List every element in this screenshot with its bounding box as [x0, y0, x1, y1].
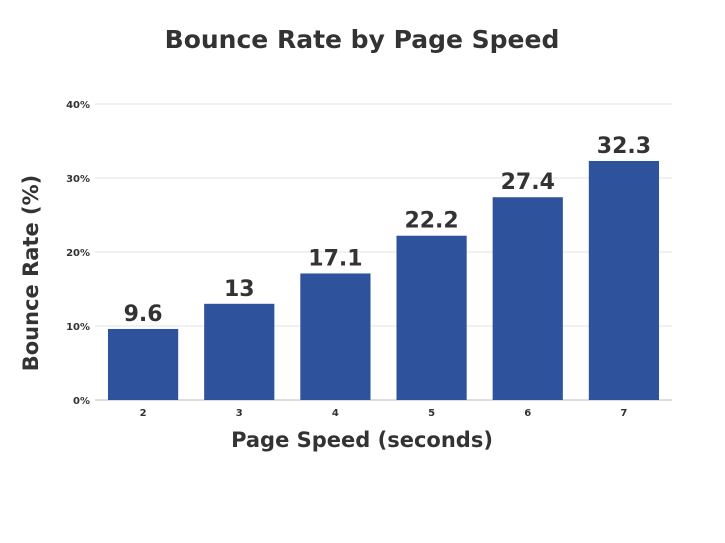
y-tick-label: 20%: [66, 248, 90, 259]
y-tick-label: 40%: [66, 100, 90, 111]
x-axis-title: Page Speed (seconds): [231, 428, 493, 452]
data-label: 9.6: [124, 302, 163, 327]
bar: [396, 235, 467, 400]
bar: [588, 160, 660, 400]
bar: [107, 328, 179, 400]
bar: [204, 303, 275, 400]
y-tick-label: 30%: [66, 174, 90, 185]
bar: [492, 197, 563, 400]
x-tick-label: 5: [428, 408, 435, 419]
x-tick-label: 4: [332, 408, 339, 419]
x-tick-label: 2: [140, 408, 147, 419]
x-tick-label: 7: [620, 408, 627, 419]
data-label: 13: [224, 277, 255, 302]
y-axis-ticks: 0% 10% 20% 30% 40%: [66, 100, 90, 407]
x-axis-ticks: 2 3 4 5 6 7: [140, 408, 628, 419]
data-label: 17.1: [308, 246, 362, 271]
data-label: 27.4: [501, 170, 555, 195]
bars: [107, 160, 660, 400]
y-tick-label: 0%: [73, 396, 90, 407]
data-label: 32.3: [597, 134, 651, 159]
x-tick-label: 3: [236, 408, 243, 419]
gridlines: [95, 103, 672, 401]
data-label: 22.2: [404, 209, 458, 234]
x-tick-label: 6: [524, 408, 531, 419]
chart-title: Bounce Rate by Page Speed: [165, 25, 560, 54]
y-axis-title: Bounce Rate (%): [19, 175, 43, 372]
bar: [300, 273, 371, 400]
y-tick-label: 10%: [66, 322, 90, 333]
data-labels: 9.6 13 17.1 22.2 27.4 32.3: [124, 134, 651, 327]
